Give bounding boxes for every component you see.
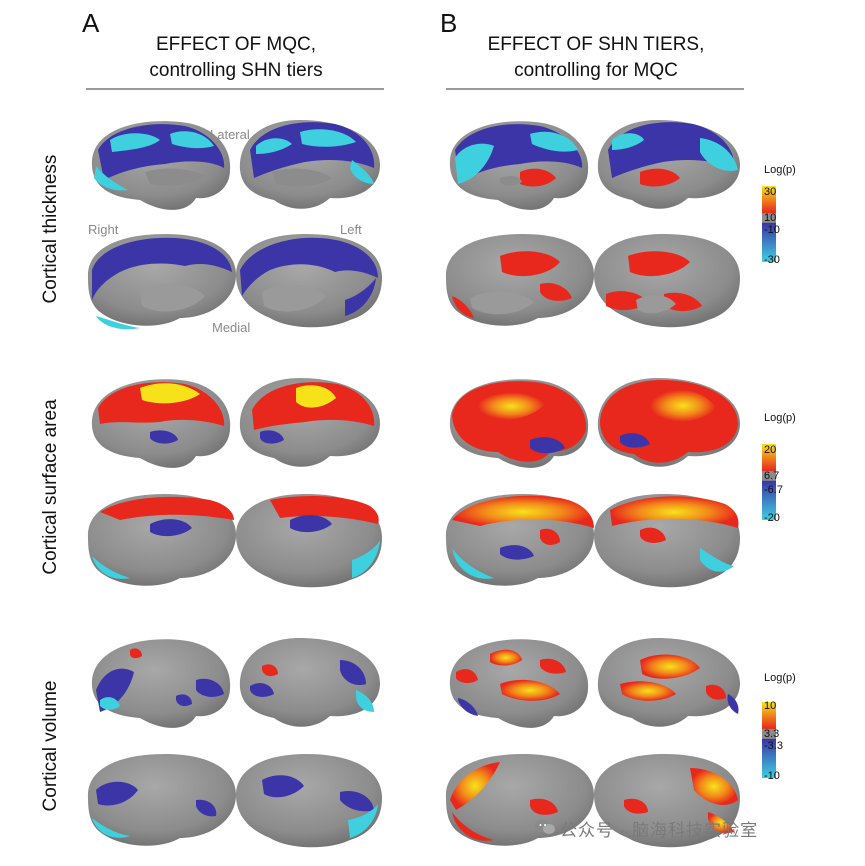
colorbar-thickness-tick-1: 30 [764, 186, 777, 198]
brain-surface-b-lateral-left [597, 378, 740, 467]
brain-volume-a-medial-right [87, 754, 236, 846]
brain-thickness-b-lateral-left [597, 120, 740, 209]
colorbar-volume-title: Log(p) [764, 672, 796, 684]
brain-volume-b-lateral-right [449, 639, 589, 728]
brain-thickness-a-medial-left [236, 234, 382, 328]
label-right: Right [88, 222, 119, 237]
brain-surface-b-lateral-right [449, 379, 589, 468]
panel-letter-b: B [440, 8, 458, 38]
colorbar-volume-tick-3: -3.3 [764, 740, 783, 752]
title-rule-a [86, 88, 384, 90]
colorbar-surface-tick-1: 20 [764, 444, 777, 456]
colorbar-surface-tick-3: -6.7 [764, 484, 783, 496]
column-title-b-line1: EFFECT OF SHN TIERS, [487, 34, 705, 55]
colorbar-surface-area [762, 444, 776, 520]
colorbar-thickness-tick-3: -10 [764, 224, 780, 236]
brain-surface-b-medial-left [594, 494, 740, 588]
colorbar-thickness-tick-2: 10 [764, 212, 777, 224]
brain-thickness-b-lateral-right [449, 121, 589, 210]
column-title-a-line1: EFFECT OF MQC, [155, 34, 317, 55]
brain-thickness-a-lateral-right [91, 121, 231, 210]
colorbar-surface-title: Log(p) [764, 412, 796, 424]
brain-surface-a-medial-left [236, 494, 382, 588]
brain-thickness-a-lateral-left [239, 120, 380, 209]
label-left: Left [340, 222, 362, 237]
brain-surface-a-lateral-left [239, 378, 380, 467]
column-title-b: EFFECT OF SHN TIERS, controlling for MQC [446, 32, 746, 84]
brain-volume-b-medial-left [594, 754, 740, 848]
column-title-a-line2: controlling SHN tiers [149, 60, 323, 81]
brain-thickness-b-medial-right [445, 234, 594, 326]
brain-volume-a-lateral-right [91, 639, 231, 728]
colorbar-thickness-tick-4: -30 [764, 254, 780, 266]
brain-volume-a-lateral-left [239, 638, 380, 727]
label-medial: Medial [212, 320, 251, 335]
colorbar-thickness-title: Log(p) [764, 164, 796, 176]
colorbar-thickness [762, 186, 776, 262]
colorbar-surface-tick-2: 6.7 [764, 470, 780, 482]
brain-volume-b-medial-right [445, 754, 594, 846]
panel-letter-a: A [82, 8, 100, 38]
column-title-b-line2: controlling for MQC [514, 60, 678, 81]
brain-volume-a-medial-left [236, 754, 382, 848]
colorbar-surface-tick-4: -20 [764, 512, 780, 524]
colorbar-volume-tick-4: -10 [764, 770, 780, 782]
colorbar-volume-tick-1: 10 [764, 700, 777, 712]
brain-thickness-a-medial-right [87, 234, 236, 330]
brain-volume-b-lateral-left [597, 638, 740, 727]
column-title-a: EFFECT OF MQC, controlling SHN tiers [86, 32, 386, 84]
brain-surface-a-lateral-right [91, 379, 231, 468]
title-rule-b [446, 88, 744, 90]
watermark-text: 公众号 · 脑海科技实验室 [560, 821, 759, 840]
brain-surface-a-medial-right [87, 494, 236, 586]
wechat-icon [535, 819, 555, 834]
colorbar-volume-tick-2: 3.3 [764, 728, 780, 740]
label-lateral: Lateral [210, 127, 250, 142]
brain-surface-b-medial-right [445, 494, 594, 586]
colorbar-volume [762, 702, 776, 778]
brain-thickness-b-medial-left [594, 234, 740, 328]
